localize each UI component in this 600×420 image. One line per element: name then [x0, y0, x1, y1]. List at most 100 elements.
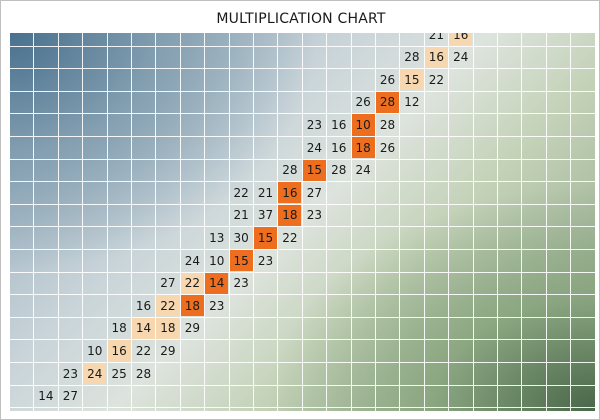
grid-cell	[424, 114, 450, 137]
grid-cell	[546, 363, 572, 386]
grid-cell	[327, 317, 352, 341]
grid-cell	[424, 33, 450, 47]
grid-cell	[180, 340, 206, 363]
grid-cell	[376, 159, 401, 183]
grid-cell	[132, 182, 157, 205]
grid-cell	[180, 159, 206, 183]
grid-cell	[10, 204, 35, 228]
grid-cell	[546, 272, 572, 296]
grid-cell	[58, 69, 84, 92]
grid-cell	[546, 227, 572, 250]
grid-cell	[254, 408, 279, 411]
grid-cell	[571, 363, 595, 386]
grid-cell	[107, 33, 132, 47]
grid-cell	[107, 295, 132, 318]
chart-value: 23	[257, 253, 274, 268]
grid-cell	[205, 408, 230, 411]
grid-cell	[571, 33, 595, 47]
grid-cell	[107, 114, 132, 137]
grid-cell	[205, 33, 230, 47]
chart-value: 15	[400, 69, 424, 91]
grid-cell	[34, 340, 59, 363]
grid-cell	[376, 295, 401, 318]
grid-cell	[254, 91, 279, 115]
grid-cell	[547, 408, 572, 411]
grid-cell	[107, 204, 132, 228]
grid-cell	[546, 46, 572, 70]
grid-cell	[107, 137, 132, 160]
grid-cell	[34, 227, 59, 250]
grid-cell	[107, 317, 132, 341]
grid-cell	[254, 250, 279, 273]
grid-cell	[327, 137, 352, 160]
grid-cell	[132, 114, 157, 137]
chart-value: 26	[379, 72, 396, 87]
chart-value: 12	[404, 95, 420, 110]
grid-cell	[302, 227, 328, 250]
grid-cell	[424, 46, 450, 70]
grid-cell	[83, 114, 108, 137]
grid-cell	[522, 317, 547, 341]
grid-cell	[278, 33, 303, 47]
grid-cell	[571, 340, 595, 363]
grid-cell	[132, 204, 157, 228]
grid-cell	[10, 363, 35, 386]
grid-cell	[278, 272, 303, 296]
grid-cell	[230, 408, 254, 411]
grid-cell	[107, 250, 132, 273]
grid-cell	[156, 69, 181, 92]
chart-value: 24	[83, 363, 107, 385]
grid-cell	[278, 182, 303, 205]
grid-cell	[449, 363, 474, 386]
grid-cell	[424, 69, 450, 92]
grid-cell	[10, 33, 35, 47]
grid-cell	[351, 227, 376, 250]
grid-cell	[278, 91, 303, 115]
grid-cell	[34, 272, 59, 296]
grid-cell	[327, 408, 352, 411]
grid-cell	[278, 159, 303, 183]
grid-cell	[400, 182, 425, 205]
chart-value: 37	[257, 208, 274, 223]
grid-cell	[83, 272, 108, 296]
chart-value: 14	[205, 272, 229, 294]
grid-cell	[498, 340, 523, 363]
grid-cell	[132, 385, 157, 409]
grid-cell	[107, 91, 132, 115]
chart-value: 13	[209, 231, 225, 246]
grid-cell	[278, 46, 303, 70]
grid-cell	[254, 385, 279, 409]
grid-cell	[400, 317, 425, 341]
grid-cell	[449, 137, 474, 160]
grid-cell	[376, 317, 401, 341]
chart-value: 23	[233, 276, 249, 291]
grid-cell	[571, 385, 595, 409]
grid-cell	[351, 182, 376, 205]
grid-cell	[302, 46, 328, 70]
grid-cell	[351, 340, 376, 363]
grid-cell	[34, 408, 59, 411]
chart-value: 10	[209, 253, 225, 268]
grid-cell	[473, 385, 498, 409]
grid-cell	[132, 250, 157, 273]
chart-value: 16	[331, 118, 347, 133]
grid-cell	[156, 295, 181, 318]
grid-cell	[205, 114, 230, 137]
grid-cell	[449, 33, 474, 47]
grid-cell	[424, 159, 450, 183]
grid-cell	[180, 46, 206, 70]
grid-cell	[400, 204, 425, 228]
grid-cell	[424, 204, 450, 228]
chart-value: 21	[428, 33, 444, 42]
grid-cell	[351, 46, 376, 70]
grid-cell	[498, 91, 523, 115]
grid-cell	[59, 408, 84, 411]
grid-cell	[424, 340, 450, 363]
grid-cell	[522, 408, 547, 411]
grid-cell	[83, 363, 108, 386]
grid-cell	[156, 272, 181, 296]
chart-value: 25	[111, 366, 127, 381]
grid-cell	[156, 91, 181, 115]
grid-cell	[254, 340, 279, 363]
grid-cell	[254, 272, 279, 296]
